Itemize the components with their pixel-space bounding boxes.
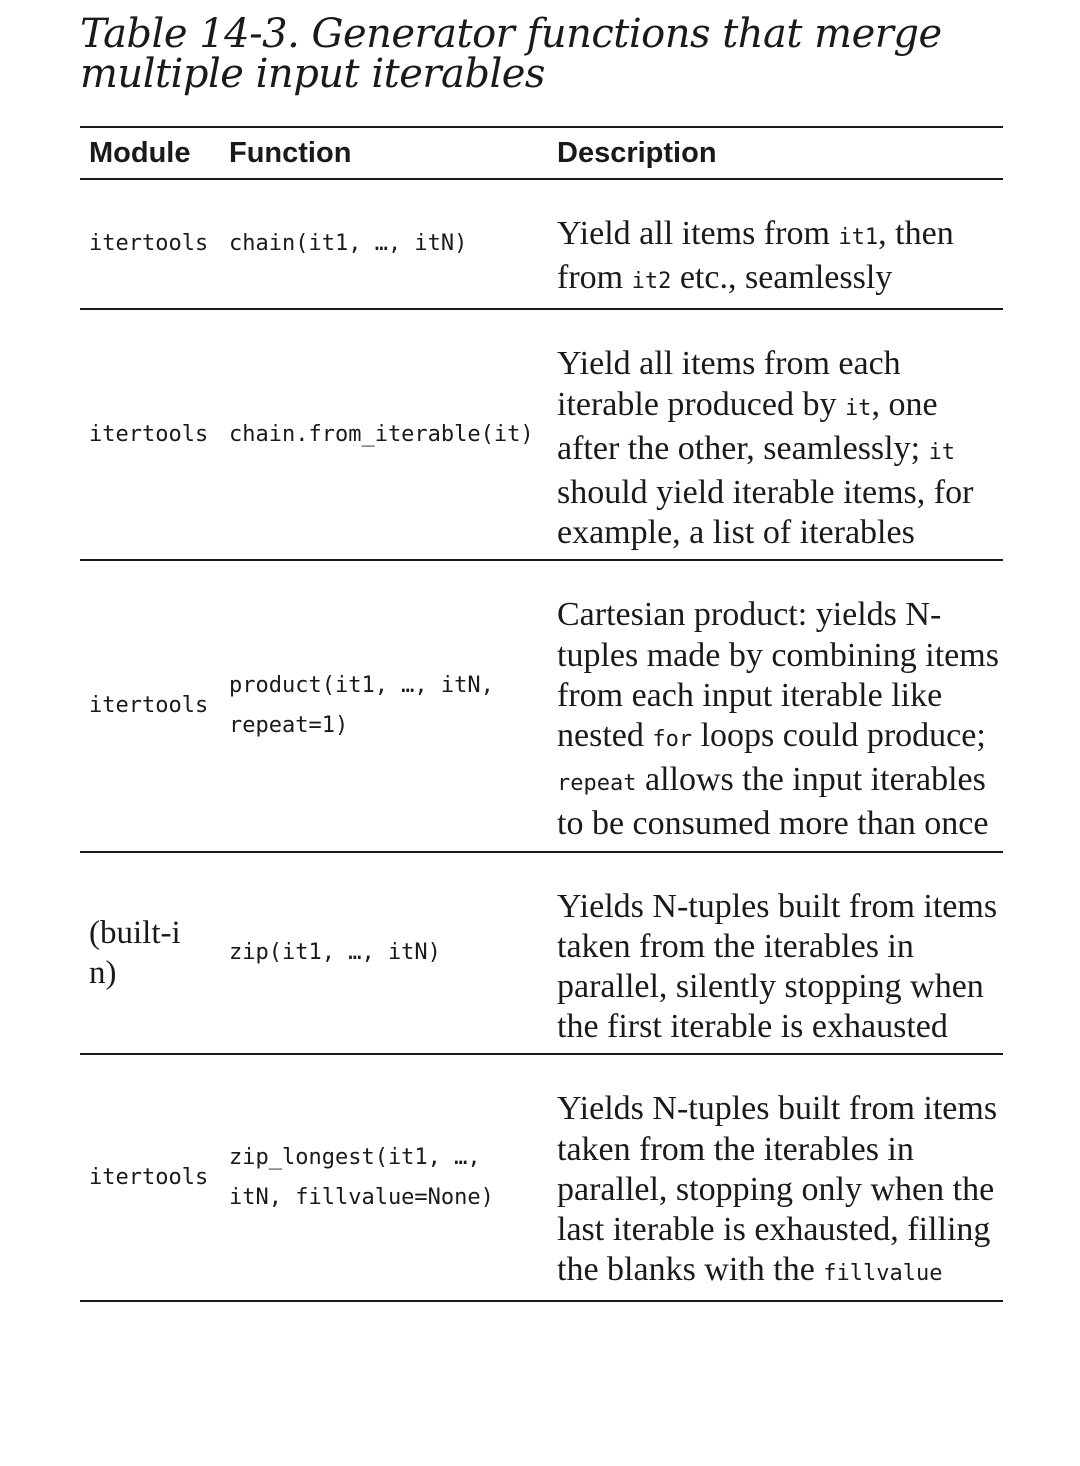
inline-code: it1 [838,225,879,250]
inline-code: it2 [631,269,672,295]
table-caption: Table 14-3. Generator functions that mer… [80,14,1020,94]
function-signature-line: zip_longest(it1, …, [229,1144,481,1170]
table-body: itertools chain(it1, …, itN) Yield all ite… [80,179,1003,1302]
table-row: itertools chain.from_iterable(it) Yield al… [80,309,1003,561]
caption-line-1: Table 14-3. Generator functions that mer… [80,11,942,57]
cell-function: zip_longest(it1, …, itN, fillvalue=None) [220,1054,548,1301]
cell-module: (built-in) [89,915,181,992]
header-module: Module [89,136,191,169]
table-header-row: Module Function Description [80,127,1003,179]
table-row: itertools chain(it1, …, itN) Yield all ite… [80,179,1003,310]
function-signature-line: chain(it1, …, itN) [229,231,468,257]
table-row: (built-in) zip(it1, …, itN) Yields N-tuple… [80,852,1003,1055]
cell-description: Yields N-tuples built from items taken f… [557,1090,998,1289]
function-signature-line: zip(it1, …, itN) [229,940,441,966]
cell-description: Yield all items from it1, then from it2 … [557,215,954,297]
cell-function: chain.from_iterable(it) [220,309,548,560]
cell-module: itertools [89,231,209,257]
cell-function: product(it1, …, itN, repeat=1) [220,560,548,851]
cell-module: itertools [89,421,209,447]
cell-function: zip(it1, …, itN) [220,852,548,1055]
inline-code: fillvalue [823,1261,943,1287]
function-signature-line: itN, fillvalue=None) [229,1184,494,1210]
table-row: itertools zip_longest(it1, …, itN, fillval… [80,1054,1003,1302]
table-row: itertools product(it1, …, itN, repeat=1) Ca… [80,560,1003,852]
inline-code: it [928,439,956,465]
function-signature-line: repeat=1) [229,713,349,739]
cell-description: Yields N-tuples built from items taken f… [557,887,998,1046]
cell-description: Yield all items from each iterable produ… [557,345,974,552]
caption-line-2: multiple input iterables [80,51,545,97]
function-signature-line: chain.from_iterable(it) [229,421,534,447]
inline-code: repeat [557,771,637,797]
header-function: Function [229,136,352,169]
generator-functions-table: Module Function Description itertools cha… [80,126,1003,1302]
header-description: Description [557,136,717,169]
cell-function: chain(it1, …, itN) [220,179,548,309]
cell-description: Cartesian product: yields N-tuples made … [557,596,999,843]
inline-code: it [844,395,872,421]
inline-code: for [652,727,693,753]
cell-module: itertools [89,693,209,719]
cell-module: itertools [89,1164,209,1190]
function-signature-line: product(it1, …, itN, [229,673,494,699]
